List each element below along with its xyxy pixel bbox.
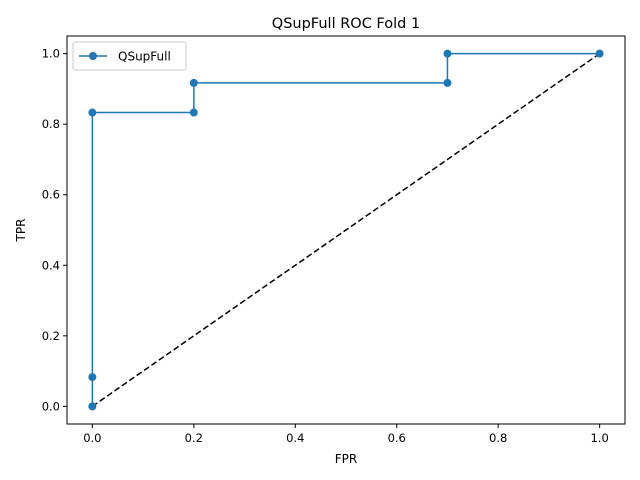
legend-marker-swatch	[89, 52, 97, 60]
x-tick-label: 0.0	[83, 431, 101, 445]
series-lines	[91, 52, 600, 407]
x-tick-label: 1.0	[590, 431, 608, 445]
chart-title: QSupFull ROC Fold 1	[272, 16, 420, 32]
y-tick-label: 0.0	[42, 399, 60, 413]
series-line	[91, 52, 600, 407]
data-point	[189, 78, 198, 87]
y-tick-label: 0.6	[42, 188, 60, 202]
data-point	[88, 402, 97, 411]
plot-content	[88, 49, 604, 411]
legend-box	[72, 41, 187, 71]
data-point	[88, 108, 97, 117]
data-point	[189, 108, 198, 117]
data-point	[443, 78, 452, 87]
series-points	[88, 49, 604, 411]
data-point	[595, 49, 604, 58]
x-tick-label: 0.6	[388, 431, 406, 445]
plot-frame	[66, 35, 626, 425]
x-axis-label: FPR	[335, 452, 357, 466]
y-tick-label: 0.8	[42, 117, 60, 131]
y-axis-label: TPR	[14, 219, 28, 243]
diagonal-reference-line-path	[91, 53, 601, 407]
y-tick-label: 0.4	[42, 258, 60, 272]
legend-label: QSupFull	[118, 50, 171, 64]
x-tick-label: 0.4	[286, 431, 304, 445]
x-tick-label: 0.2	[185, 431, 203, 445]
diagonal-reference-line	[91, 53, 601, 407]
axis-ticks: 0.0 0.2 0.4 0.6 0.8 1.0 0.0 0.2 0.4 0.6 0.8 1.0	[42, 47, 609, 445]
y-tick-label: 1.0	[42, 47, 60, 61]
data-point	[443, 49, 452, 58]
data-point	[88, 373, 97, 382]
legend: QSupFull	[72, 41, 187, 71]
y-tick-label: 0.2	[42, 329, 60, 343]
x-tick-label: 0.8	[489, 431, 507, 445]
